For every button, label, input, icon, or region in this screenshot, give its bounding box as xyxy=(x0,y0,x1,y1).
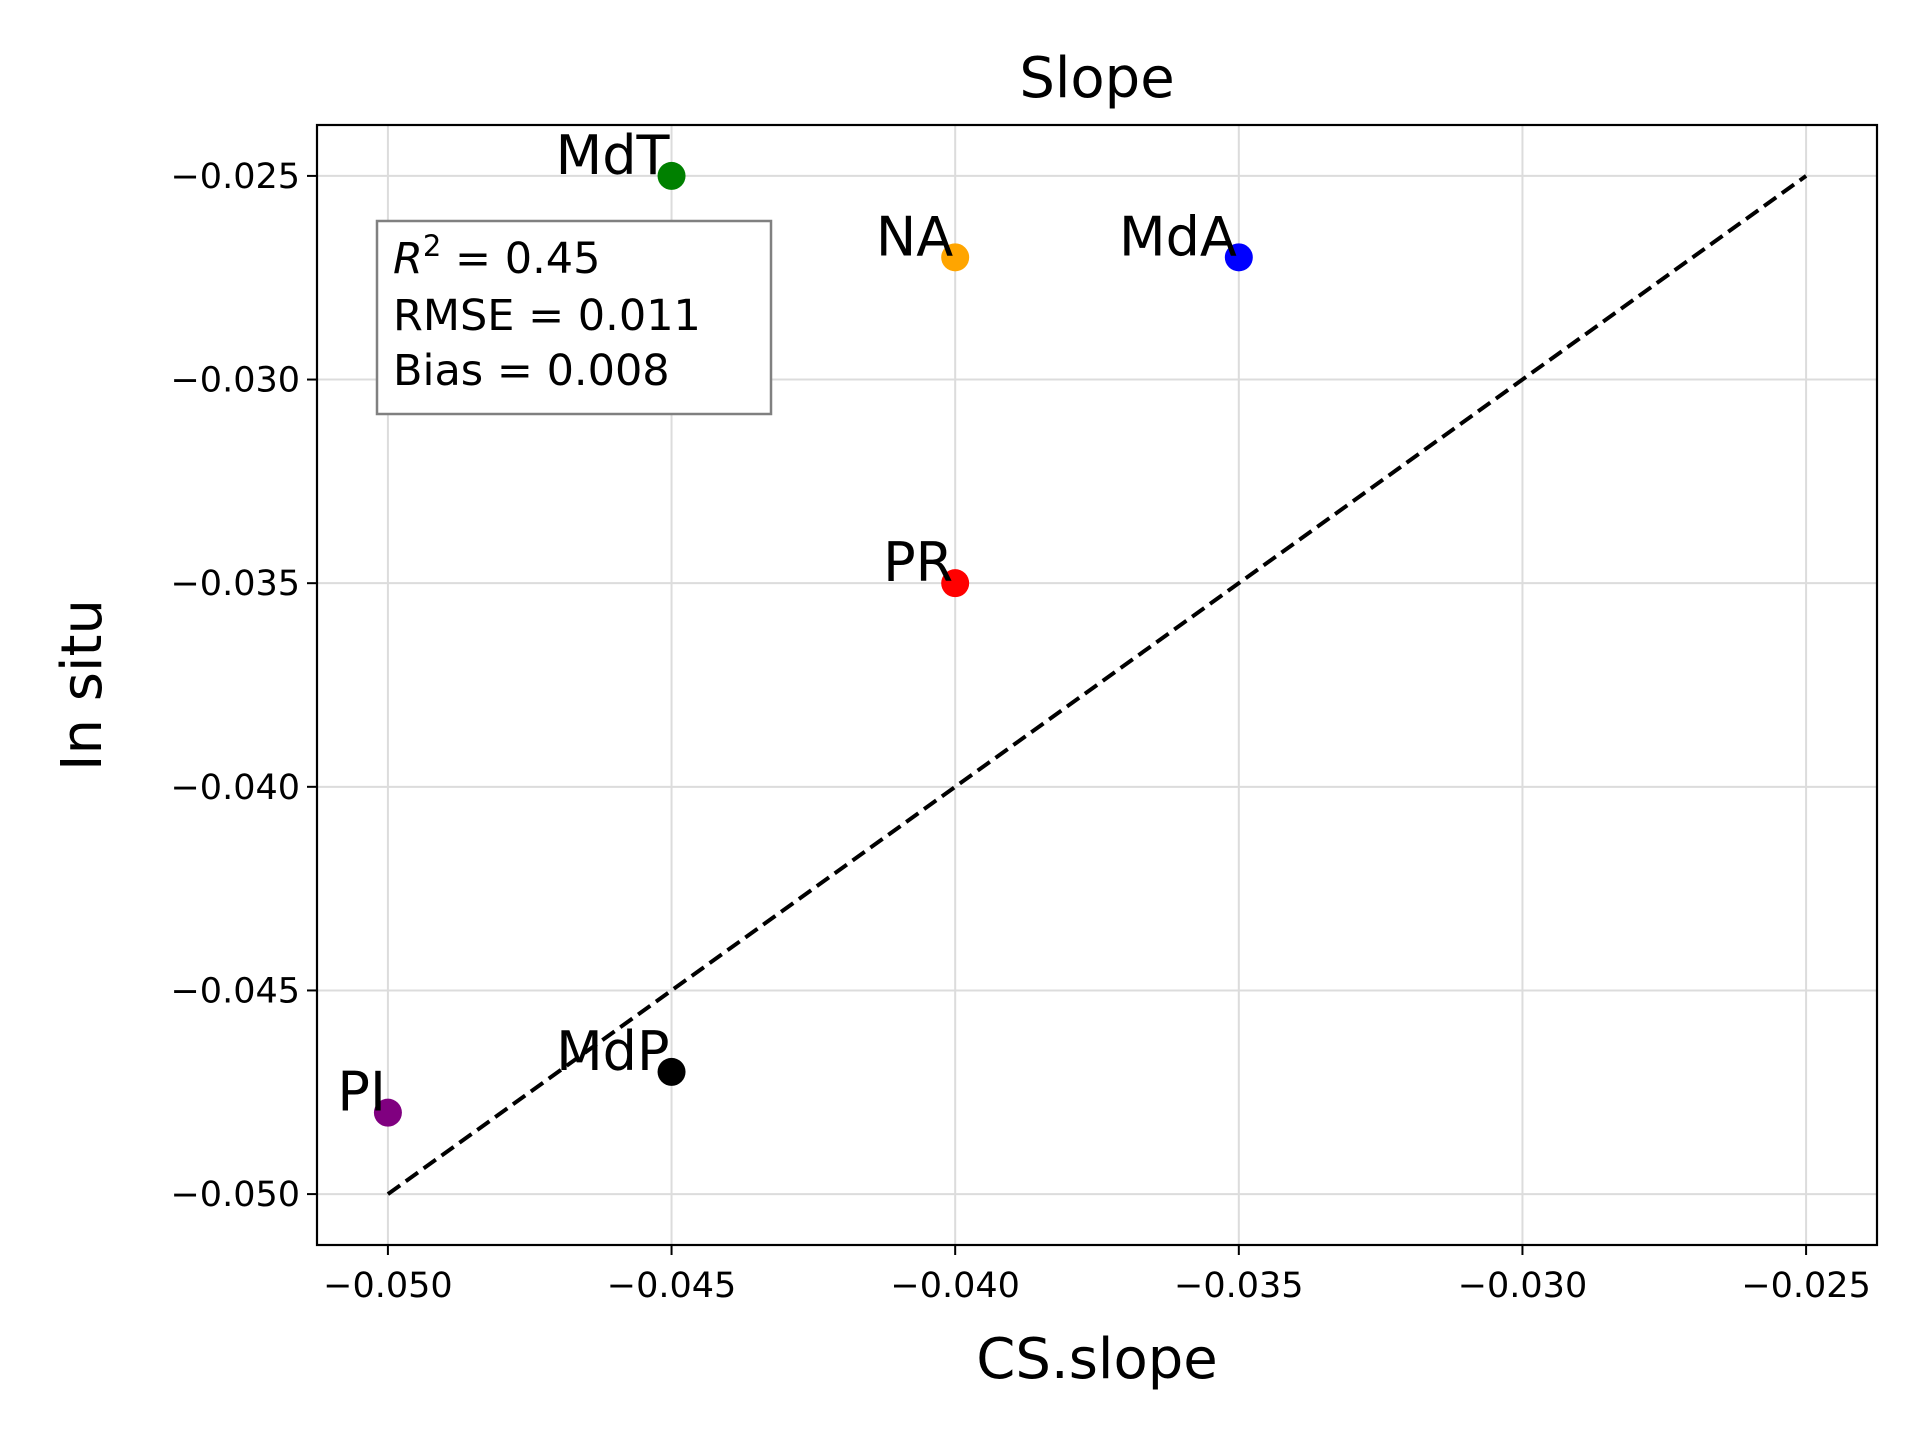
points-layer xyxy=(373,161,1253,1127)
data-point-label: MdP xyxy=(556,1020,669,1083)
stats-r2: R2 = 0.45 xyxy=(393,229,600,284)
y-tick-label: −0.045 xyxy=(170,971,300,1011)
stats-r2-value: = 0.45 xyxy=(441,234,600,284)
data-point xyxy=(1224,243,1253,272)
x-tick-label: −0.025 xyxy=(1741,1266,1871,1306)
chart-title: Slope xyxy=(1019,46,1174,111)
y-tick-label: −0.050 xyxy=(170,1175,300,1215)
y-tick-label: −0.035 xyxy=(170,564,300,604)
data-point-label: PI xyxy=(337,1061,386,1124)
data-point-label: NA xyxy=(876,205,953,268)
x-axis-ticks: −0.050 −0.045 −0.040 −0.035 −0.030 −0.025 xyxy=(323,1245,1871,1306)
stats-r2-symbol: R xyxy=(393,234,423,284)
data-point xyxy=(373,1098,402,1127)
x-axis-label: CS.slope xyxy=(976,1327,1217,1392)
x-tick-label: −0.030 xyxy=(1458,1266,1588,1306)
data-point xyxy=(941,569,970,598)
y-tick-label: −0.025 xyxy=(170,157,300,197)
data-point xyxy=(657,161,686,190)
point-labels-layer: MdT NA MdA PR MdP PI xyxy=(337,124,1236,1124)
reference-line-layer xyxy=(386,174,1808,1196)
data-point-label: PR xyxy=(883,531,953,594)
data-point xyxy=(941,243,970,272)
one-to-one-line xyxy=(386,174,1808,1196)
stats-r2-superscript: 2 xyxy=(423,229,441,263)
x-tick-label: −0.050 xyxy=(323,1266,453,1306)
x-tick-label: −0.045 xyxy=(607,1266,737,1306)
y-axis-ticks: −0.050 −0.045 −0.040 −0.035 −0.030 −0.025 xyxy=(170,157,317,1215)
stats-box-frame xyxy=(375,219,773,416)
y-tick-label: −0.030 xyxy=(170,361,300,401)
stats-box: R2 = 0.45 RMSE = 0.011 Bias = 0.008 xyxy=(375,219,773,416)
stats-rmse: RMSE = 0.011 xyxy=(393,291,701,341)
x-tick-label: −0.040 xyxy=(890,1266,1020,1306)
plot-frame xyxy=(315,123,1879,1247)
x-tick-label: −0.035 xyxy=(1174,1266,1304,1306)
y-tick-label: −0.040 xyxy=(170,768,300,808)
data-point xyxy=(657,1057,686,1086)
data-point-label: MdA xyxy=(1119,205,1237,268)
data-point-label: MdT xyxy=(556,124,671,187)
stats-bias: Bias = 0.008 xyxy=(393,346,670,396)
y-axis-label: In situ xyxy=(50,599,115,771)
